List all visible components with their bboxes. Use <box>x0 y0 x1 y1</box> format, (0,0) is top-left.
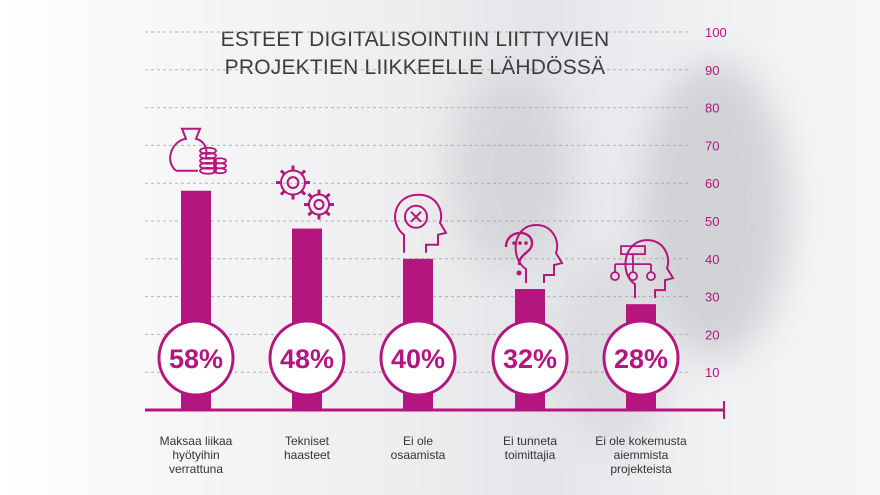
value-circle <box>602 319 680 397</box>
y-tick-label: 90 <box>705 63 719 78</box>
x-tick-label-line: toimittajia <box>504 448 556 462</box>
x-tick-label: Ei ole kokemusta aiemmista projekteista <box>576 434 706 476</box>
chart-title: ESTEET DIGITALISOINTIIN LIITTYVIEN PROJE… <box>180 26 650 82</box>
y-tick-label: 60 <box>705 176 719 191</box>
chart-title-line: ESTEET DIGITALISOINTIIN LIITTYVIEN <box>220 28 610 51</box>
network-node <box>646 271 656 282</box>
question-dot <box>516 270 522 276</box>
y-tick-label: 70 <box>705 138 719 153</box>
y-tick-label: 80 <box>705 101 719 116</box>
data-label: 48% <box>280 344 334 374</box>
coin <box>199 146 217 155</box>
x-mark <box>410 211 422 223</box>
data-label: 28% <box>614 344 668 374</box>
gear-hub <box>286 176 300 189</box>
x-tick-label-line: hyötyihin <box>172 448 220 462</box>
gear-tooth <box>307 192 313 199</box>
x-tick-label-line: Ei tunneta <box>502 434 558 448</box>
coin <box>199 166 217 175</box>
gear-tooth <box>300 169 307 176</box>
head-outline <box>624 239 675 299</box>
coin <box>199 151 217 160</box>
head-outline <box>514 224 564 284</box>
value-circle <box>268 319 346 397</box>
network-box <box>620 245 646 256</box>
value-circle <box>491 319 569 397</box>
gear-tooth <box>300 189 307 196</box>
x-tick-label-line: Maksaa liikaa <box>159 434 233 448</box>
x-tick-label-line: verrattuna <box>168 462 224 476</box>
y-tick-label: 20 <box>705 327 719 342</box>
x-tick-label-line: projekteista <box>610 462 672 476</box>
y-tick-label: 100 <box>705 25 727 40</box>
y-tick-label: 40 <box>705 252 719 267</box>
chart-title-line: PROJEKTIEN LIIKKEELLE LÄHDÖSSÄ <box>224 56 606 79</box>
data-label: 32% <box>503 344 557 374</box>
x-tick-label-line: Ei ole <box>402 434 434 448</box>
gear-tooth <box>279 189 286 196</box>
head-outline <box>394 193 448 253</box>
money-bag-coins-icon <box>169 127 227 175</box>
network-node <box>628 271 638 282</box>
question-mark <box>504 231 534 266</box>
y-tick-label: 30 <box>705 290 719 305</box>
x-tick-label: Tekniset haasteet <box>242 434 372 462</box>
x-tick-label-line: osaamista <box>390 448 446 462</box>
gear-tooth <box>325 192 331 199</box>
x-tick-label: Ei ole osaamista <box>353 434 483 462</box>
x-circle <box>404 204 428 229</box>
gear-tooth <box>279 169 286 176</box>
network-node <box>610 271 620 282</box>
coin <box>199 161 217 170</box>
value-circle <box>379 319 457 397</box>
gear-tooth <box>307 210 313 217</box>
gear-tooth <box>325 210 331 217</box>
y-tick-label: 50 <box>705 214 719 229</box>
data-label: 58% <box>169 344 223 374</box>
gear-ring <box>308 193 330 216</box>
head-x-icon <box>394 193 448 253</box>
x-tick-label: Ei tunneta toimittajia <box>465 434 595 462</box>
value-circle <box>157 319 235 397</box>
head-network-icon <box>610 239 675 299</box>
data-label: 40% <box>391 344 445 374</box>
y-tick-label: 10 <box>705 365 719 380</box>
coin <box>199 156 217 165</box>
gear-hub <box>313 199 325 211</box>
head-question-icon <box>504 224 564 284</box>
x-tick-label-line: aiemmista <box>613 448 669 462</box>
dot <box>512 241 516 245</box>
dot <box>518 241 522 245</box>
x-tick-label-line: Ei ole kokemusta <box>595 434 687 448</box>
x-tick-label-line: haasteet <box>283 448 331 462</box>
gear-ring <box>280 169 306 196</box>
x-tick-label-line: Tekniset <box>284 434 330 448</box>
dot <box>524 241 528 245</box>
x-tick-label: Maksaa liikaa hyötyihin verrattuna <box>131 434 261 476</box>
gears-icon <box>276 165 334 220</box>
coin <box>213 157 227 165</box>
